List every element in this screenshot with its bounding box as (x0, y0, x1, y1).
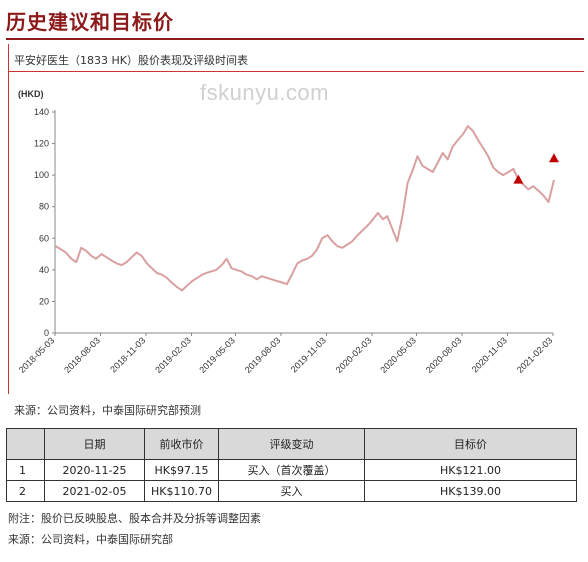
chart-plot (55, 125, 559, 292)
y-axis-label: (HKD) (18, 89, 44, 99)
table-row: 2 2021-02-05 HK$110.70 买入 HK$139.00 (6, 480, 577, 502)
rating-table: 日期 前收市价 评级变动 目标价 1 2020-11-25 HK$97.15 买… (6, 428, 577, 502)
row-index: 1 (6, 459, 45, 481)
x-tick-label: 2019-08-03 (243, 335, 283, 375)
row-rating: 买入 (218, 480, 365, 502)
row-rating: 买入（首次覆盖） (218, 459, 365, 481)
x-tick-label: 2019-05-03 (197, 335, 237, 375)
x-tick-label: 2018-08-03 (62, 335, 102, 375)
row-target: HK$139.00 (364, 480, 577, 502)
chart-panel (8, 44, 579, 394)
rating-marker (548, 153, 559, 163)
x-tick-label: 2020-02-03 (334, 335, 374, 375)
y-tick-label: 40 (39, 265, 49, 275)
header-prev-close: 前收市价 (144, 428, 219, 460)
header-index (6, 428, 45, 460)
y-tick-label: 120 (34, 139, 49, 149)
row-target: HK$121.00 (364, 459, 577, 481)
adjustment-note: 附注：股价已反映股息、股本合并及分拆等调整因素 (8, 512, 261, 525)
y-tick-label: 140 (34, 107, 49, 117)
rating-marker (513, 174, 524, 184)
table-source: 来源：公司资料，中泰国际研究部 (8, 533, 173, 546)
x-tick-label: 2018-05-03 (17, 335, 57, 375)
x-tick-label: 2020-08-03 (424, 335, 464, 375)
row-date: 2021-02-05 (44, 480, 145, 502)
price-chart: (HKD) 0 20 40 60 80 100 120 140 2018-05-03 2018-08… (17, 89, 559, 375)
title-divider (6, 38, 584, 40)
watermark-text: fskunyu.com (200, 80, 329, 105)
table-header-row: 日期 前收市价 评级变动 目标价 (6, 428, 577, 460)
row-date: 2020-11-25 (44, 459, 145, 481)
header-target-price: 目标价 (364, 428, 577, 460)
chart-source: 来源：公司资料，中泰国际研究部预测 (14, 404, 201, 417)
header-rating-change: 评级变动 (218, 428, 365, 460)
row-index: 2 (6, 480, 45, 502)
y-tick-label: 100 (34, 170, 49, 180)
price-series-line (55, 125, 555, 292)
header-date: 日期 (44, 428, 145, 460)
y-tick-label: 80 (39, 202, 49, 212)
x-tick-label: 2018-11-03 (108, 335, 147, 374)
x-tick-label: 2021-02-03 (515, 335, 555, 375)
page-title: 历史建议和目标价 (6, 10, 174, 34)
subtitle-divider (9, 71, 584, 72)
x-tick-label: 2019-02-03 (153, 335, 193, 375)
row-prev-close: HK$110.70 (144, 480, 219, 502)
x-tick-label: 2020-11-03 (470, 335, 509, 374)
y-tick-label: 60 (39, 233, 49, 243)
x-tick-label: 2019-11-03 (289, 335, 328, 374)
y-tick-label: 0 (44, 328, 49, 338)
chart-subtitle: 平安好医生（1833 HK）股价表现及评级时间表 (14, 54, 248, 67)
y-tick-label: 20 (39, 296, 49, 306)
row-prev-close: HK$97.15 (144, 459, 219, 481)
table-row: 1 2020-11-25 HK$97.15 买入（首次覆盖） HK$121.00 (6, 459, 577, 481)
x-tick-label: 2020-05-03 (378, 335, 418, 375)
